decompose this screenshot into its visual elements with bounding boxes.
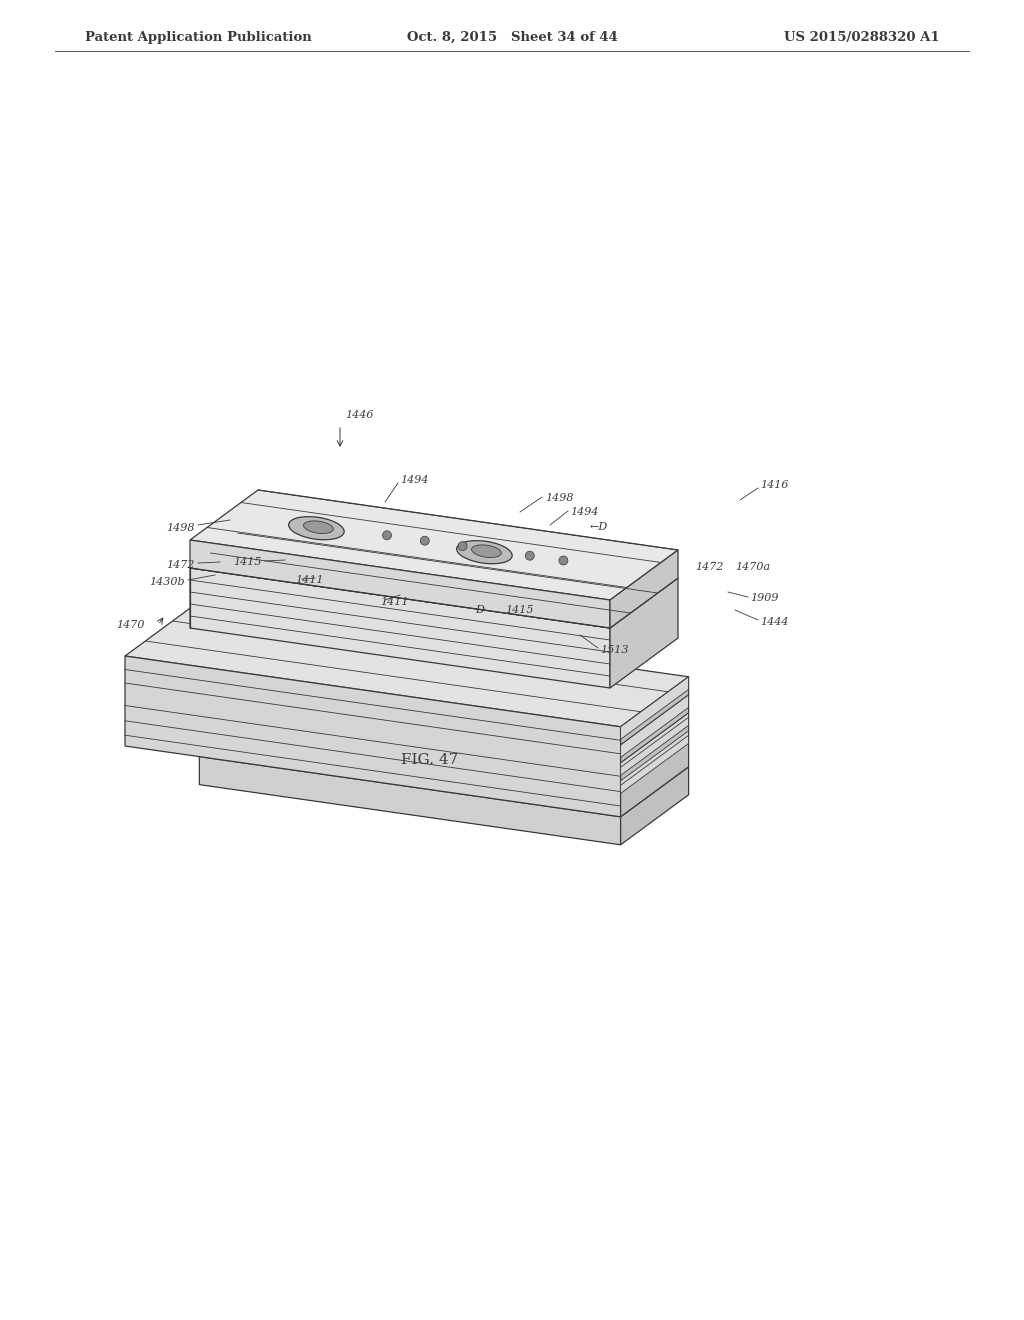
Text: 1470a: 1470a (735, 562, 770, 572)
Polygon shape (190, 540, 610, 628)
Polygon shape (621, 731, 688, 793)
Text: 1494: 1494 (570, 507, 598, 517)
Ellipse shape (289, 516, 344, 540)
Ellipse shape (471, 545, 502, 557)
Text: 1472: 1472 (695, 562, 724, 572)
Polygon shape (190, 517, 678, 628)
Text: 1411: 1411 (380, 597, 409, 607)
Polygon shape (125, 656, 621, 817)
Polygon shape (190, 568, 610, 688)
Text: 1470: 1470 (117, 620, 145, 630)
Polygon shape (621, 767, 688, 845)
Polygon shape (190, 490, 678, 601)
Text: D: D (475, 605, 484, 615)
Circle shape (559, 556, 568, 565)
Ellipse shape (303, 521, 333, 533)
Text: 1472: 1472 (167, 560, 195, 570)
Text: 1444: 1444 (760, 616, 788, 627)
Polygon shape (610, 550, 678, 628)
Polygon shape (200, 756, 621, 845)
Text: 1416: 1416 (760, 480, 788, 490)
Circle shape (420, 536, 429, 545)
Polygon shape (200, 706, 688, 817)
Circle shape (383, 531, 391, 540)
Text: 1909: 1909 (750, 593, 778, 603)
Polygon shape (621, 694, 688, 758)
Text: 1498: 1498 (167, 523, 195, 533)
Ellipse shape (457, 541, 512, 564)
Polygon shape (610, 578, 678, 688)
Text: 1415: 1415 (505, 605, 534, 615)
Text: 1415: 1415 (233, 557, 262, 568)
Text: 1513: 1513 (600, 645, 629, 655)
Polygon shape (125, 606, 688, 727)
Circle shape (525, 552, 535, 560)
Text: Patent Application Publication: Patent Application Publication (85, 30, 311, 44)
Text: 1494: 1494 (400, 475, 428, 484)
Text: 1446: 1446 (345, 411, 374, 420)
Circle shape (458, 541, 467, 550)
Text: 1430b: 1430b (150, 577, 185, 587)
Polygon shape (621, 677, 688, 817)
Text: ←D: ←D (590, 521, 608, 532)
Text: 1411: 1411 (295, 576, 324, 585)
Polygon shape (621, 713, 688, 775)
Text: Oct. 8, 2015   Sheet 34 of 44: Oct. 8, 2015 Sheet 34 of 44 (407, 30, 617, 44)
Text: 1498: 1498 (545, 492, 573, 503)
Text: US 2015/0288320 A1: US 2015/0288320 A1 (784, 30, 940, 44)
Polygon shape (621, 677, 688, 739)
Text: FIG. 47: FIG. 47 (401, 752, 459, 767)
